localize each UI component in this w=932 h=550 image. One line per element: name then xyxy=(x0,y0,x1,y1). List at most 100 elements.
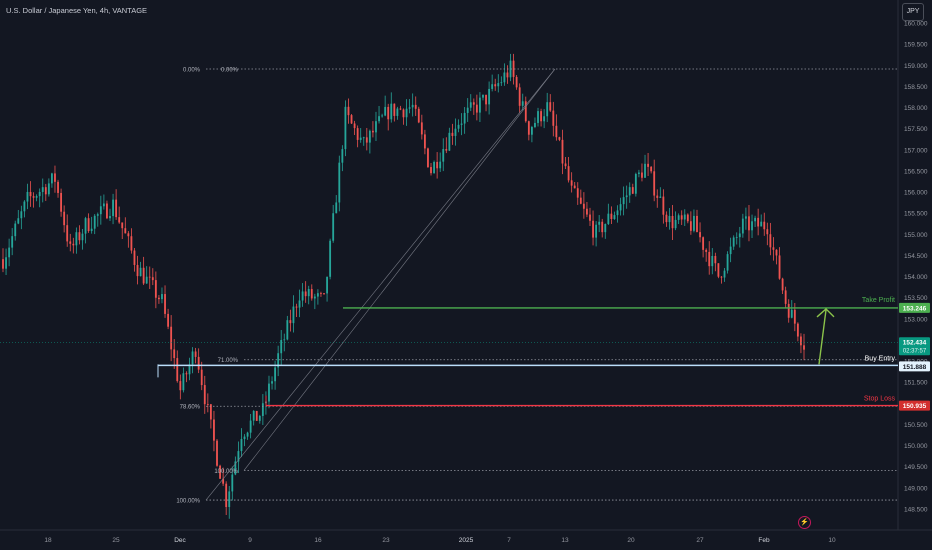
candle-body xyxy=(619,204,622,211)
candle-body xyxy=(500,82,503,84)
candle-body xyxy=(546,102,549,117)
currency-button[interactable]: JPY xyxy=(902,3,924,21)
candle-body xyxy=(439,161,442,169)
candle-body xyxy=(313,296,316,299)
candle-body xyxy=(573,185,576,189)
x-tick-label: 7 xyxy=(507,537,511,544)
candle-body xyxy=(32,196,35,198)
candle-body xyxy=(127,233,130,237)
candle-body xyxy=(665,214,668,223)
candle-body xyxy=(176,358,179,382)
candle-body xyxy=(197,356,200,370)
candle-body xyxy=(72,243,75,246)
candle-body xyxy=(595,224,598,238)
candle-body xyxy=(693,215,695,231)
candle-body xyxy=(323,293,325,294)
candle-body xyxy=(720,276,723,278)
candle-body xyxy=(93,215,96,229)
flash-icon[interactable]: ⚡ xyxy=(798,516,811,529)
candle-body xyxy=(390,103,393,120)
candle-body xyxy=(106,203,108,219)
candle-body xyxy=(78,232,81,241)
candle-body xyxy=(5,257,7,269)
x-tick-label: 2025 xyxy=(459,537,474,544)
candle-body xyxy=(283,339,286,341)
x-tick-label: 16 xyxy=(314,537,322,544)
candle-body xyxy=(335,202,338,214)
candle-body xyxy=(326,276,328,294)
candle-body xyxy=(466,107,469,113)
take-profit-label: Take Profit xyxy=(862,297,895,304)
candle-body xyxy=(118,217,121,223)
candle-body xyxy=(258,415,261,421)
candle-body xyxy=(209,404,212,420)
x-tick-label: 27 xyxy=(696,537,704,544)
candle-body xyxy=(479,97,481,113)
candle-body xyxy=(485,94,487,105)
projection-arrowhead xyxy=(816,307,835,318)
candle-body xyxy=(653,171,656,196)
take-profit-price-badge-bg xyxy=(899,302,930,313)
x-tick-label: Dec xyxy=(174,537,186,544)
candle-body xyxy=(405,108,408,118)
candle-body xyxy=(17,218,20,224)
candle-body xyxy=(601,221,604,233)
candle-body xyxy=(268,383,270,402)
candle-body xyxy=(650,166,653,172)
candle-body xyxy=(320,293,322,294)
candle-body xyxy=(671,215,674,229)
candle-body xyxy=(307,289,310,297)
candle-body xyxy=(133,250,136,265)
candle-body xyxy=(442,149,445,162)
candle-body xyxy=(393,103,396,116)
stop-loss-label: Stop Loss xyxy=(864,396,896,403)
candle-body xyxy=(420,122,423,135)
candle-body xyxy=(47,183,50,195)
candle-body xyxy=(586,208,588,215)
y-tick-label: 155.000 xyxy=(904,232,928,239)
candle-body xyxy=(206,404,209,405)
candle-body xyxy=(656,195,659,198)
candle-body xyxy=(87,218,90,232)
candle-body xyxy=(231,474,234,492)
candle-body xyxy=(81,233,84,241)
candle-body xyxy=(237,451,240,462)
stop-loss-price-badge-bg xyxy=(899,400,930,411)
candle-body xyxy=(121,222,124,229)
candle-body xyxy=(680,215,683,220)
candle-body xyxy=(659,196,662,198)
candle-body xyxy=(530,126,533,135)
candle-body xyxy=(515,76,518,88)
candle-body xyxy=(610,213,613,220)
candle-body xyxy=(90,228,93,232)
candle-body xyxy=(662,196,665,215)
candle-body xyxy=(674,219,677,229)
candle-body xyxy=(738,233,741,238)
candle-body xyxy=(255,410,258,421)
y-tick-label: 149.500 xyxy=(904,464,928,471)
candle-body xyxy=(350,115,353,124)
buy-entry-price-badge: 151.888 xyxy=(903,364,927,371)
fib-level-label: 71.00% xyxy=(218,358,239,364)
candle-body xyxy=(744,216,747,219)
candle-body xyxy=(497,83,500,87)
candle-body xyxy=(414,104,417,109)
candle-body xyxy=(301,291,304,301)
candle-body xyxy=(249,420,252,433)
candle-body xyxy=(576,188,579,198)
y-tick-label: 160.000 xyxy=(904,21,928,28)
candle-body xyxy=(741,218,744,234)
fib-level-label: 0.00% xyxy=(183,67,201,73)
candle-body xyxy=(494,84,497,87)
candle-body xyxy=(228,491,231,508)
candle-body xyxy=(527,121,530,135)
candle-body xyxy=(475,104,478,113)
x-tick-label: 20 xyxy=(627,537,635,544)
y-tick-label: 158.000 xyxy=(904,105,928,112)
candle-body xyxy=(139,267,142,277)
candle-body xyxy=(451,132,454,136)
candle-body xyxy=(460,123,463,125)
candle-body xyxy=(271,381,273,384)
candle-body xyxy=(115,199,118,218)
